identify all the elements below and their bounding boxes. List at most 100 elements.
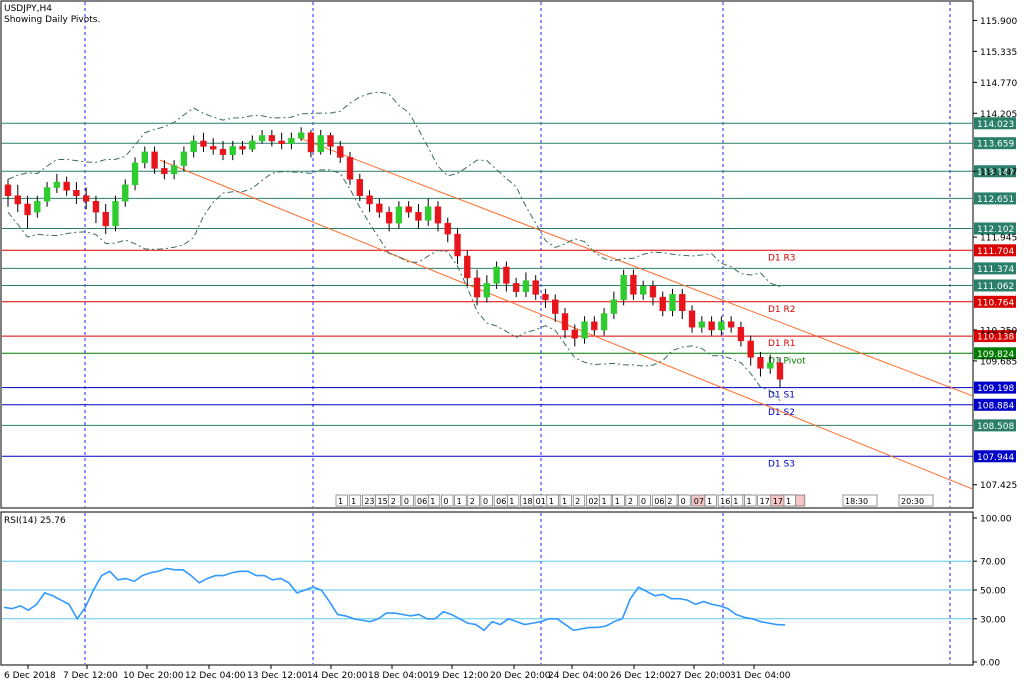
time-marker-box <box>572 494 586 507</box>
price-levels-layer: D1 R3 D1 R2 D1 R1 D1 Pivot D1 S1 D1 S2 D1 S3 <box>2 122 973 469</box>
price-level-value: 109.824 <box>977 350 1014 360</box>
price-axis-label: 111.945 <box>980 234 1017 244</box>
price-axis-label: 107.425 <box>980 481 1017 491</box>
band-lower-line <box>7 169 781 402</box>
candle-bull <box>53 181 61 188</box>
price-level-value: 110.764 <box>977 298 1014 308</box>
time-axis-label: 18 Dec 04:00 <box>368 671 429 681</box>
time-marker-label: 2 <box>470 497 475 506</box>
time-marker-label: 1 <box>733 497 738 506</box>
price-level-tag <box>974 330 1016 343</box>
candle-bull <box>317 135 324 153</box>
grid-layer <box>84 2 951 664</box>
candle-bear <box>24 203 31 216</box>
candle-bear <box>659 296 666 312</box>
candle-bear <box>415 211 422 221</box>
time-axis-label: 20 Dec 20:00 <box>490 671 551 681</box>
candle-bull <box>131 162 139 186</box>
time-marker-label: 07: <box>694 497 707 506</box>
candle-bull <box>180 151 188 166</box>
candle-bear <box>776 362 784 380</box>
candle-bear <box>434 206 442 224</box>
candle-bear <box>161 168 168 175</box>
rsi-axis-label: 70.00 <box>980 558 1006 568</box>
candle-bear <box>649 285 657 298</box>
time-marker-box <box>441 494 454 507</box>
price-level-tag <box>974 262 1016 275</box>
rsi-axis-label: 30.00 <box>980 615 1006 625</box>
candle-bear <box>73 190 80 196</box>
candle-bear <box>200 140 207 147</box>
price-axis-label: 113.147 <box>980 168 1017 178</box>
price-level-value: 111.062 <box>977 282 1014 292</box>
candle-bear <box>542 294 549 301</box>
rsi-axis-label: 100.00 <box>980 515 1012 525</box>
time-marker-box <box>388 494 401 507</box>
time-marker-label: 18:30 <box>845 497 868 506</box>
price-level-tag <box>974 295 1016 308</box>
candle-bull <box>718 321 725 331</box>
time-axis-label: 10 Dec 20:00 <box>123 671 184 681</box>
price-level-tag <box>974 137 1016 150</box>
pivot-label: D1 R3 <box>768 253 796 263</box>
time-marker-label: 1 <box>509 497 514 506</box>
candle-bull <box>600 313 608 331</box>
time-marker-box <box>625 494 638 507</box>
time-axis-label: 31 Dec 04:00 <box>730 671 791 681</box>
candle-bear <box>268 135 276 142</box>
price-level-tag <box>974 347 1016 360</box>
time-marker-box <box>480 494 493 507</box>
time-marker-label: 1 <box>707 497 712 506</box>
candle-bear <box>757 357 764 369</box>
candle-bull <box>425 206 432 221</box>
candle-bear <box>82 195 90 202</box>
time-marker-box <box>744 494 757 507</box>
time-marker-label: 1 <box>351 497 356 506</box>
time-marker-box <box>665 494 678 507</box>
price-level-value: 113.147 <box>977 168 1014 178</box>
time-marker-label: 18: <box>522 497 535 506</box>
candle-bear <box>14 195 21 205</box>
candle-bull <box>34 200 41 213</box>
candle-bear <box>630 274 637 295</box>
candle-bear <box>366 195 373 205</box>
candle-bull <box>640 285 647 295</box>
time-marker-box <box>467 494 480 507</box>
rsi-title: RSI(14) 25.76 <box>4 516 66 526</box>
time-marker-box <box>730 494 744 507</box>
time-marker-label: 0 <box>483 497 488 506</box>
time-marker-box <box>401 494 414 507</box>
time-marker-label: 0 <box>443 497 448 506</box>
time-marker-label: 15: <box>378 497 391 506</box>
candle-bear <box>210 146 217 150</box>
candle-bull <box>483 283 491 298</box>
price-level-tag <box>974 381 1016 394</box>
time-axis-label: 13 Dec 12:00 <box>247 671 308 681</box>
time-marker-box <box>559 494 572 507</box>
time-marker-box <box>546 494 559 507</box>
price-axis-label: 115.335 <box>980 48 1017 58</box>
time-axis-label: 24 Dec 04:00 <box>548 671 609 681</box>
pivot-label: D1 S3 <box>768 459 795 469</box>
price-level-value: 113.659 <box>977 140 1014 150</box>
candle-bear <box>307 132 315 153</box>
candle-bear <box>454 233 461 257</box>
price-level-value: 107.944 <box>977 453 1014 463</box>
time-marker-label: 1 <box>549 497 554 506</box>
price-level-tag <box>974 222 1016 235</box>
candle-bear <box>464 255 471 279</box>
price-level-value: 110.138 <box>977 333 1014 343</box>
candle-bull <box>581 321 588 339</box>
candle-bear <box>473 277 481 298</box>
time-markers-layer: 1123:0015:2006:1012006:118:01:3011202:00… <box>335 494 934 507</box>
main-panel-frame <box>0 0 974 509</box>
channel-upper-line <box>299 137 973 397</box>
candle-bear <box>337 146 344 158</box>
candle-bear <box>102 211 109 227</box>
price-level-value: 111.374 <box>977 265 1014 275</box>
candle-bear <box>727 321 735 328</box>
time-marker-label: 1 <box>338 497 343 506</box>
candle-bear <box>679 294 686 312</box>
candle-bull <box>395 206 403 224</box>
candle-bear <box>532 280 539 295</box>
